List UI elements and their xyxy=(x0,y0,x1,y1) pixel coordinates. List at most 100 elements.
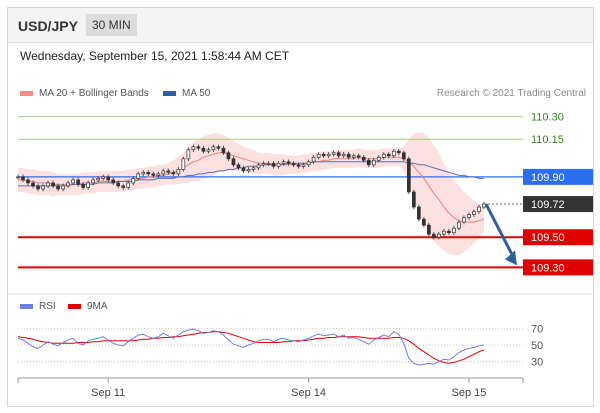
candle xyxy=(66,182,70,187)
candle xyxy=(196,146,201,149)
candle xyxy=(181,158,186,170)
candle xyxy=(326,153,331,157)
candle xyxy=(136,173,141,179)
candle xyxy=(291,162,296,166)
candle xyxy=(467,214,471,218)
candle xyxy=(386,153,391,157)
candle xyxy=(146,172,151,175)
candle xyxy=(101,176,106,179)
x-tick-label: Sep 14 xyxy=(291,387,326,399)
candle xyxy=(231,158,236,166)
legend-ma20-bollinger: MA 20 + Bollinger Bands xyxy=(20,88,149,99)
candle xyxy=(46,182,50,187)
candle xyxy=(371,159,376,166)
candle xyxy=(396,150,401,154)
level-label-box xyxy=(523,196,593,213)
candle xyxy=(16,176,20,179)
legend-label-ma50: MA 50 xyxy=(182,88,211,99)
timestamp-text: Wednesday, September 15, 2021 1:58:44 AM… xyxy=(20,49,290,63)
candles xyxy=(16,144,486,240)
candle xyxy=(391,150,396,157)
candle xyxy=(457,221,461,229)
candle xyxy=(131,178,136,184)
candle xyxy=(366,159,371,166)
candle xyxy=(281,161,286,164)
level-label: 109.72 xyxy=(531,199,565,211)
candle xyxy=(261,162,266,166)
chart-widget: USD/JPY 30 MIN Wednesday, September 15, … xyxy=(7,7,594,407)
candle xyxy=(186,149,191,160)
candle xyxy=(71,179,75,184)
legend-label-rsi: RSI xyxy=(39,301,56,312)
candle xyxy=(216,146,221,149)
candle xyxy=(376,156,381,161)
candle xyxy=(477,206,481,212)
candle xyxy=(191,146,196,151)
candle xyxy=(432,233,436,238)
level-label-box xyxy=(523,229,593,246)
candle xyxy=(26,179,30,184)
legend-swatch-9ma xyxy=(68,303,81,309)
candle xyxy=(482,203,486,208)
level-label: 110.30 xyxy=(531,112,564,124)
candle xyxy=(211,146,216,151)
candle xyxy=(266,162,271,165)
candle xyxy=(206,149,211,152)
level-label-box xyxy=(523,168,593,185)
rsi-tick-label: 50 xyxy=(531,340,543,352)
candle xyxy=(141,172,146,175)
timeframe-button[interactable]: 30 MIN xyxy=(86,14,137,36)
candle xyxy=(176,169,181,175)
level-label: 109.90 xyxy=(531,172,565,184)
candle xyxy=(361,156,366,161)
candle xyxy=(472,211,476,215)
level-label: 110.15 xyxy=(531,134,564,146)
x-tick-label: Sep 15 xyxy=(452,387,487,399)
candle xyxy=(86,182,90,188)
candle xyxy=(236,164,241,169)
candle xyxy=(201,147,206,152)
candle xyxy=(76,179,80,185)
candle xyxy=(56,185,60,190)
candle xyxy=(401,152,406,160)
candle xyxy=(462,217,466,223)
candle xyxy=(422,218,426,226)
rsi-9ma-line xyxy=(17,331,485,364)
candle xyxy=(161,170,166,175)
candle xyxy=(151,173,156,176)
candle xyxy=(447,230,451,234)
candle xyxy=(437,233,441,238)
candle xyxy=(246,169,251,172)
legend-rsi: RSI xyxy=(20,301,56,312)
candle xyxy=(412,191,416,208)
legend-swatch-ma50 xyxy=(163,90,176,96)
candle xyxy=(166,170,171,173)
candle xyxy=(126,182,131,188)
candle xyxy=(106,176,111,181)
chart-canvas: 110.30 110.15 109.90 109.72 109.50 109.30 70 50… xyxy=(8,112,593,399)
candle xyxy=(121,185,126,188)
currency-pair-title: USD/JPY xyxy=(18,18,78,34)
candle xyxy=(331,152,336,155)
forecast-arrow-head xyxy=(505,250,517,266)
candle xyxy=(116,182,121,187)
candle xyxy=(316,153,321,158)
candle xyxy=(271,162,276,167)
candle xyxy=(51,182,55,187)
candle xyxy=(91,179,95,184)
candle xyxy=(346,153,351,158)
candle xyxy=(251,167,256,170)
x-tick-label: Sep 11 xyxy=(91,387,125,399)
level-label-box xyxy=(523,259,593,276)
rsi-line xyxy=(17,328,485,366)
candle xyxy=(31,182,35,187)
candle xyxy=(311,156,316,163)
candle xyxy=(221,147,226,154)
research-credit: Research © 2021 Trading Central xyxy=(436,88,586,99)
candle xyxy=(96,178,101,181)
candle xyxy=(241,167,246,172)
forecast-arrow-shaft xyxy=(484,203,516,260)
candle xyxy=(301,164,306,167)
candle xyxy=(336,152,341,157)
candle xyxy=(296,164,301,167)
